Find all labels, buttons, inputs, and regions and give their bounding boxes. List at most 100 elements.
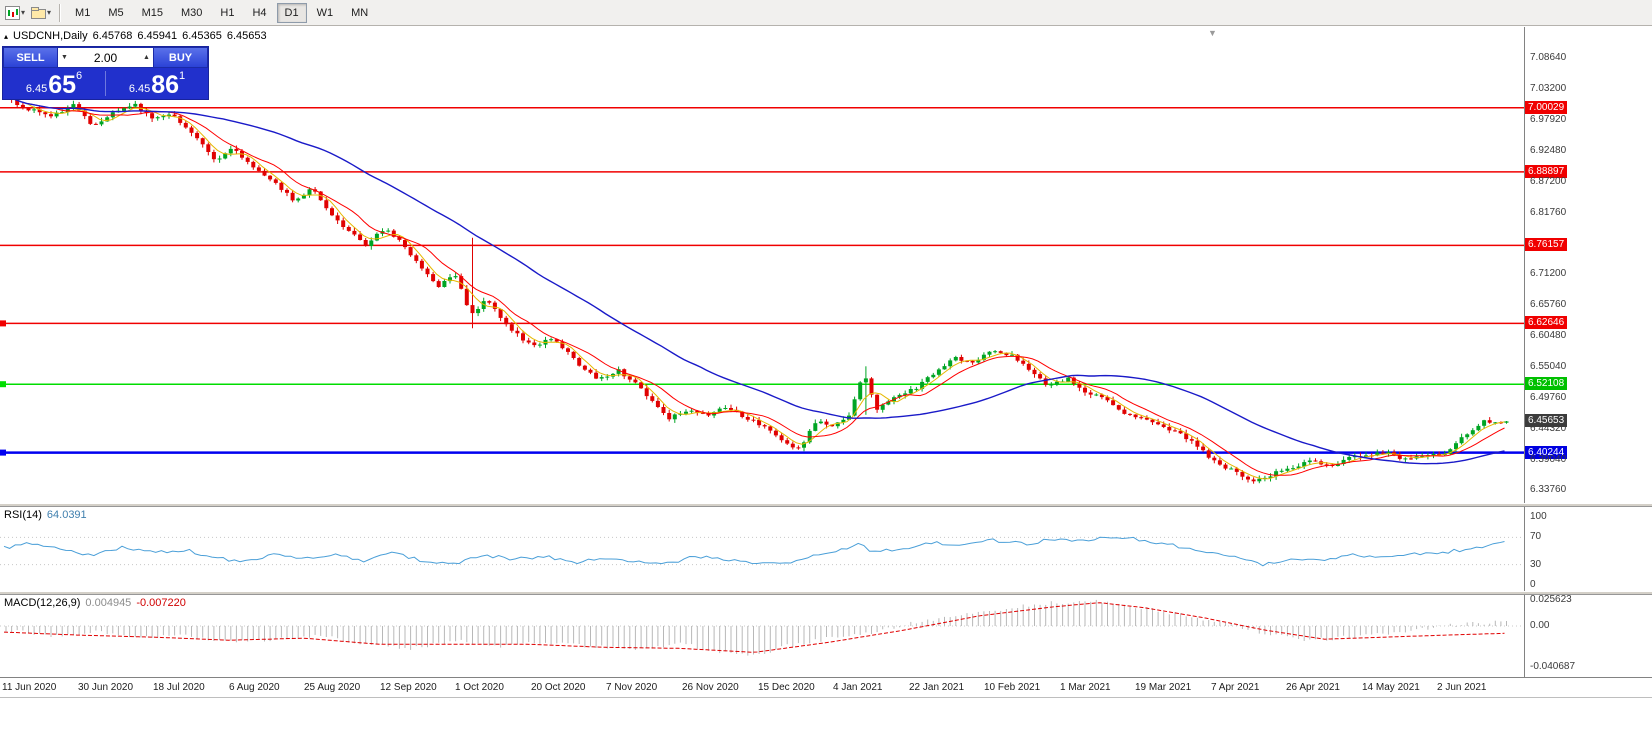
price-tick: 6.44320 [1530, 423, 1567, 434]
date-tick: 12 Sep 2020 [380, 682, 437, 693]
macd-main-value: 0.004945 [85, 597, 132, 609]
price-level-tag: 6.52108 [1525, 377, 1568, 390]
timeframe-h4[interactable]: H4 [252, 6, 267, 19]
chevron-down-icon: ▾ [47, 7, 52, 17]
price-divider [105, 71, 106, 96]
profiles-icon [31, 6, 47, 20]
timeframe-m30[interactable]: M30 [181, 6, 203, 19]
timeframe-d1[interactable]: D1 [276, 2, 307, 23]
buy-price-small: 6.45 [128, 83, 151, 95]
price-level-tag: 6.76157 [1525, 238, 1568, 251]
timeframe-bar: M1 M5 M15 M30 H1 H4 D1 W1 MN [66, 2, 377, 23]
buy-price: 6.45 86 1 [106, 68, 208, 99]
buy-price-big: 86 [151, 71, 180, 99]
date-tick: 6 Aug 2020 [229, 682, 280, 693]
price-level-tag: 6.45653 [1525, 414, 1568, 427]
macd-signal-value: -0.007220 [136, 597, 186, 609]
macd-panel: MACD(12,26,9) 0.004945 -0.007220 0.025623 0… [0, 595, 1652, 677]
chevron-down-icon: ▾ [21, 7, 26, 17]
lot-increase-button[interactable]: ▲ [143, 54, 150, 61]
date-tick: 10 Feb 2021 [984, 682, 1041, 693]
trade-prices-row: 6.45 65 6 6.45 86 1 [3, 68, 208, 99]
date-tick: 1 Mar 2021 [1060, 682, 1111, 693]
macd-label: MACD(12,26,9) [4, 597, 81, 609]
macd-tick: -0.040687 [1530, 661, 1576, 672]
rsi-value: 64.0391 [46, 509, 87, 521]
chart-shift-marker[interactable]: ▼ [1208, 28, 1217, 38]
timeframe-w1[interactable]: W1 [316, 6, 334, 19]
date-tick: 4 Jan 2021 [833, 682, 883, 693]
price-tick: 6.49760 [1530, 392, 1567, 403]
price-tick: 6.33760 [1530, 484, 1567, 495]
timeframe-m1[interactable]: M1 [75, 6, 91, 19]
date-tick: 11 Jun 2020 [2, 682, 57, 693]
rsi-label: RSI(14) [4, 509, 42, 521]
rsi-tick: 70 [1530, 531, 1542, 542]
panel-splitter[interactable] [0, 503, 1652, 507]
buy-price-sup: 1 [179, 70, 186, 82]
rsi-tick: 0 [1530, 579, 1536, 590]
price-level-tag: 7.00029 [1525, 101, 1568, 114]
price-tick: 6.65760 [1530, 299, 1567, 310]
low-value: 6.45365 [182, 30, 222, 42]
price-tick: 6.87200 [1530, 176, 1567, 187]
close-value: 6.45653 [226, 30, 267, 42]
macd-axis[interactable]: 0.025623 0.00 -0.040687 [1524, 595, 1652, 677]
chart-profiles-button[interactable]: ▾ [28, 2, 54, 24]
rsi-chart-canvas[interactable] [0, 507, 1524, 591]
price-tick: 6.97920 [1530, 114, 1567, 125]
timeframe-h1[interactable]: H1 [220, 6, 235, 19]
date-tick: 7 Nov 2020 [606, 682, 658, 693]
collapse-icon[interactable]: ▴ [4, 32, 9, 41]
price-axis[interactable]: 7.08640 7.03200 7.00029 6.97920 6.92480 6.888… [1524, 27, 1652, 503]
date-tick: 19 Mar 2021 [1135, 682, 1192, 693]
bottom-area [0, 699, 1652, 735]
main-chart-panel: ▼ ▴ USDCNH,Daily 6.45768 6.45941 6.45365 6.45… [0, 27, 1652, 503]
one-click-trade-panel: SELL ▼ 2.00 ▲ BUY 6.45 65 6 6.45 86 [2, 46, 209, 100]
toolbar-separator [59, 3, 62, 22]
new-chart-button[interactable]: ▾ [2, 2, 28, 24]
price-level-tag: 6.88897 [1525, 165, 1568, 178]
sell-button[interactable]: SELL [3, 47, 58, 68]
rsi-axis[interactable]: 100 70 30 0 [1524, 507, 1652, 591]
price-tick: 6.60480 [1530, 330, 1567, 341]
timeframe-m15[interactable]: M15 [141, 6, 163, 19]
price-tick: 6.71200 [1530, 268, 1567, 279]
date-tick: 30 Jun 2020 [78, 682, 134, 693]
rsi-header: RSI(14) 64.0391 [4, 509, 92, 521]
date-tick: 1 Oct 2020 [455, 682, 504, 693]
price-level-tag: 6.62646 [1525, 316, 1568, 329]
price-tick: 7.03200 [1530, 83, 1567, 94]
date-tick: 26 Apr 2021 [1286, 682, 1340, 693]
rsi-tick: 100 [1530, 511, 1547, 522]
date-axis[interactable]: 11 Jun 2020 30 Jun 2020 18 Jul 2020 6 Aug 2… [0, 677, 1652, 698]
price-tick: 7.08640 [1530, 52, 1567, 63]
chart-ohlc-header: ▴ USDCNH,Daily 6.45768 6.45941 6.45365 6.4565… [4, 30, 272, 42]
price-chart-canvas[interactable] [0, 27, 1524, 503]
macd-header: MACD(12,26,9) 0.004945 -0.007220 [4, 597, 191, 609]
sell-price-small: 6.45 [25, 83, 48, 95]
date-tick: 2 Jun 2021 [1437, 682, 1487, 693]
panel-splitter[interactable] [0, 591, 1652, 595]
price-tick: 6.55040 [1530, 361, 1567, 372]
date-tick: 7 Apr 2021 [1211, 682, 1260, 693]
macd-chart-canvas[interactable] [0, 595, 1524, 677]
date-tick: 26 Nov 2020 [682, 682, 739, 693]
chart-window-icon [5, 5, 20, 20]
timeframe-m5[interactable]: M5 [108, 6, 124, 19]
rsi-tick: 30 [1530, 559, 1542, 570]
timeframe-mn[interactable]: MN [351, 6, 369, 19]
price-tick: 6.81760 [1530, 207, 1567, 218]
date-tick: 14 May 2021 [1362, 682, 1420, 693]
price-tick: 6.92480 [1530, 145, 1567, 156]
lot-decrease-button[interactable]: ▼ [61, 54, 68, 61]
rsi-panel: RSI(14) 64.0391 100 70 30 0 [0, 507, 1652, 591]
buy-button[interactable]: BUY [153, 47, 208, 68]
lot-size-input[interactable]: 2.00 [93, 50, 118, 65]
axis-divider [1524, 595, 1525, 677]
open-value: 6.45768 [92, 30, 133, 42]
macd-tick: 0.00 [1530, 620, 1550, 631]
symbol-label: USDCNH,Daily [13, 30, 88, 42]
date-tick: 20 Oct 2020 [531, 682, 586, 693]
